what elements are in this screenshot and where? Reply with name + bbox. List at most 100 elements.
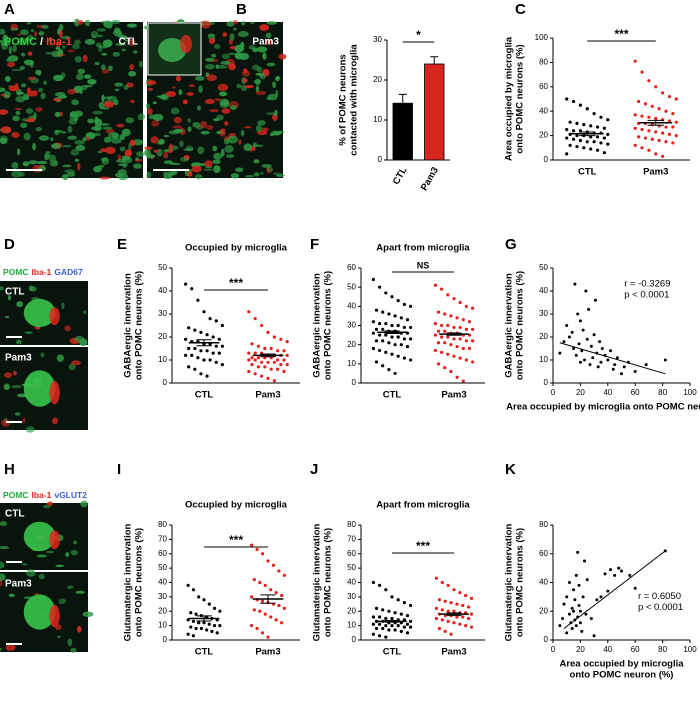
cell: [0, 87, 6, 93]
cell: [213, 165, 221, 174]
x-tick-label: 20: [576, 388, 585, 397]
data-point: [279, 363, 283, 367]
data-point: [440, 287, 444, 291]
cell: [163, 171, 169, 177]
data-point: [576, 550, 580, 554]
data-point: [581, 595, 585, 599]
data-point: [467, 346, 472, 351]
data-point: [440, 350, 444, 354]
cell: [236, 53, 243, 59]
data-point: [409, 619, 413, 623]
data-point: [253, 358, 257, 362]
cell: [22, 417, 26, 424]
data-point: [282, 358, 286, 362]
y-tick-label: 30: [158, 592, 167, 601]
cell: [219, 101, 230, 109]
cell: [15, 88, 22, 96]
cell: [93, 124, 102, 132]
x-axis-label: onto POMC neuron (%): [570, 670, 674, 681]
sem-bar: [260, 594, 276, 604]
data-point: [469, 596, 474, 600]
cell: [0, 109, 9, 115]
data-point: [250, 356, 254, 360]
data-point: [585, 140, 589, 144]
cell: [236, 83, 242, 89]
data-point: [433, 333, 437, 337]
data-point: [606, 132, 610, 136]
x-tick-label: 60: [631, 645, 640, 654]
data-point: [617, 566, 621, 570]
cell: [57, 635, 61, 639]
data-point: [374, 606, 379, 610]
cell: [7, 61, 16, 68]
cell: [52, 98, 62, 102]
data-point: [247, 310, 251, 314]
y-axis-label: onto POMC neurons (%): [134, 528, 145, 637]
neuron: [23, 594, 56, 630]
cell: [0, 573, 6, 581]
data-point: [374, 619, 379, 623]
y-tick-label: 70: [347, 534, 356, 543]
data-point: [256, 365, 260, 369]
data-point: [199, 626, 203, 631]
data-point: [637, 99, 641, 104]
cell: [40, 352, 45, 358]
data-point: [570, 606, 574, 610]
data-point: [443, 329, 447, 333]
data-point: [558, 351, 562, 355]
y-tick-label: 20: [158, 606, 167, 615]
cell: [229, 39, 233, 45]
micrograph-texture: [1, 352, 81, 433]
cell: [230, 172, 240, 179]
cell: [67, 638, 73, 647]
chart-title: Apart from microglia: [376, 243, 470, 254]
y-tick-label: 20: [539, 131, 548, 140]
data-point: [640, 70, 644, 74]
data-point: [280, 593, 284, 598]
data-point: [602, 136, 606, 140]
cell: [21, 52, 26, 57]
cell: [11, 384, 22, 389]
data-point: [449, 632, 453, 636]
data-point: [193, 328, 197, 332]
data-point: [461, 318, 465, 322]
data-point: [446, 293, 450, 297]
neuron: [23, 370, 56, 407]
cell: [274, 109, 278, 117]
y-tick-label: 0: [544, 378, 549, 387]
y-tick-label: 40: [347, 301, 356, 310]
data-point: [266, 559, 270, 563]
data-point: [449, 601, 453, 605]
data-point: [390, 624, 394, 628]
data-point: [409, 625, 413, 629]
y-tick-label: 0: [378, 155, 383, 164]
data-point: [247, 351, 251, 355]
cell: [213, 44, 221, 50]
cell: [70, 148, 80, 156]
data-point: [582, 123, 586, 127]
y-tick-label: 80: [539, 58, 548, 67]
y-tick-label: 40: [158, 578, 167, 587]
data-point: [374, 360, 379, 364]
data-point: [464, 358, 468, 362]
cell: [130, 99, 135, 103]
condition-label: Pam3: [252, 37, 279, 48]
cell: [74, 158, 79, 163]
data-point: [581, 328, 585, 332]
data-point: [253, 317, 257, 321]
panel-letter: F: [310, 236, 319, 253]
data-point: [580, 349, 584, 353]
cell: [68, 119, 78, 125]
data-point: [575, 121, 579, 125]
y-axis-label: Glutamatergic innervation: [312, 523, 323, 641]
cell: [248, 45, 256, 50]
microglia: [49, 307, 60, 326]
bar: [424, 63, 445, 161]
cell: [98, 164, 105, 168]
cell: [129, 139, 136, 147]
cell: [203, 168, 214, 171]
cell: [163, 160, 174, 165]
cell: [145, 103, 150, 109]
data-point: [643, 136, 648, 140]
cell: [186, 92, 194, 96]
